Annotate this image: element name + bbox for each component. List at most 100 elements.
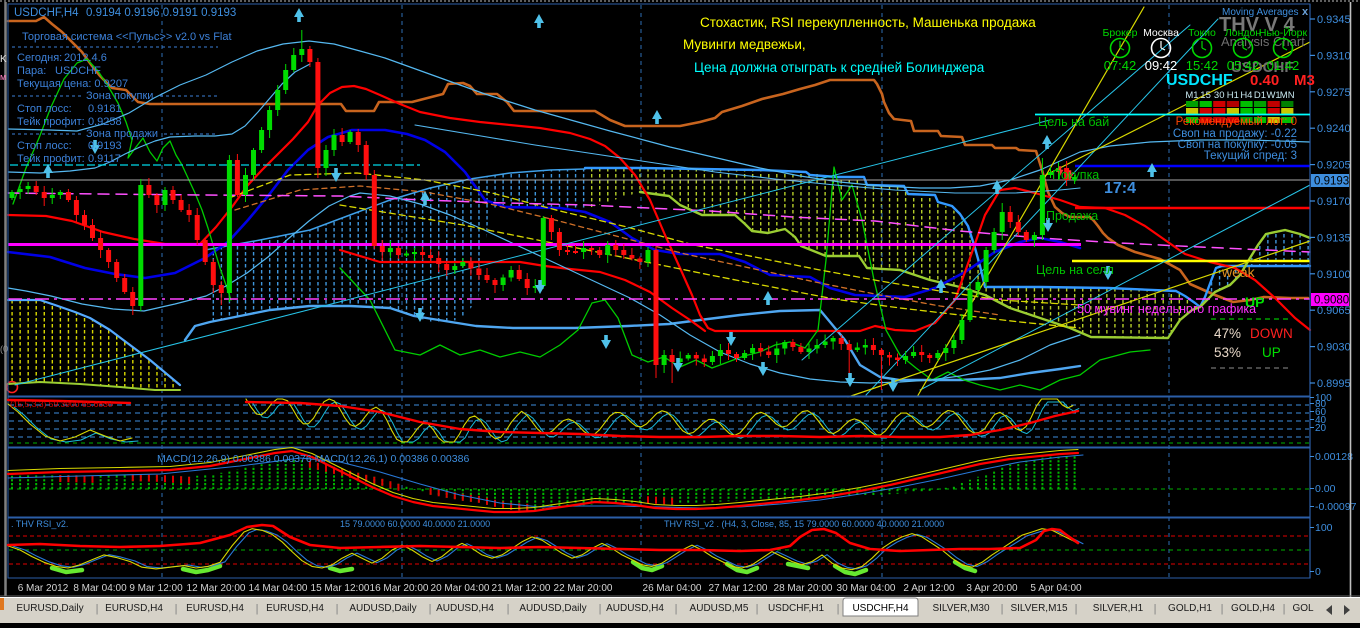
svg-text:Зона покупки: Зона покупки	[86, 90, 153, 102]
svg-text:|: |	[429, 603, 432, 615]
svg-text:Стоп лосс:: Стоп лосс:	[17, 140, 72, 152]
svg-text:AUDUSD,Daily: AUDUSD,Daily	[349, 603, 416, 614]
svg-text:|: |	[675, 603, 678, 615]
svg-text:0.9345: 0.9345	[1317, 14, 1351, 26]
svg-text:60: 60	[1315, 407, 1327, 418]
svg-text:Нью-Йорк: Нью-Йорк	[1259, 26, 1308, 39]
svg-text:AUDUSD,Daily: AUDUSD,Daily	[519, 603, 586, 614]
svg-text:5 Apr 04:00: 5 Apr 04:00	[1030, 583, 1082, 594]
svg-text:AUDUSD,H4: AUDUSD,H4	[606, 603, 664, 614]
svg-text:0.9030: 0.9030	[1317, 342, 1351, 354]
svg-text:м: м	[0, 72, 6, 82]
svg-text:Брокер: Брокер	[1103, 27, 1138, 39]
svg-text:100: 100	[1315, 522, 1333, 534]
svg-text:0.00128: 0.00128	[1315, 451, 1353, 463]
svg-text:15 79.0000 60.0000 40.0000 21.: 15 79.0000 60.0000 40.0000 21.0000	[340, 519, 490, 529]
svg-text:27 Mar 12:00: 27 Mar 12:00	[709, 583, 768, 594]
svg-text:0.9193: 0.9193	[88, 140, 122, 152]
svg-text:USDCHF,H4: USDCHF,H4	[14, 7, 79, 19]
svg-text:Цель на бай: Цель на бай	[1038, 115, 1109, 129]
svg-text:100: 100	[1315, 393, 1332, 404]
svg-text:EURUSD,H4: EURUSD,H4	[186, 603, 244, 614]
svg-text:. THV RSI_v2.: . THV RSI_v2.	[11, 519, 68, 529]
svg-text:30 Mar 04:00: 30 Mar 04:00	[837, 583, 896, 594]
svg-text:3 Apr 20:00: 3 Apr 20:00	[966, 583, 1018, 594]
svg-text:8 Mar 04:00: 8 Mar 04:00	[73, 583, 127, 594]
svg-text:05:42: 05:42	[1227, 58, 1260, 73]
svg-text:0.9100: 0.9100	[1317, 269, 1351, 281]
svg-text:SILVER,H1: SILVER,H1	[1093, 603, 1144, 614]
svg-text:Сегодня:: Сегодня:	[17, 52, 62, 64]
svg-text:|: |	[756, 603, 759, 615]
svg-text:01:42: 01:42	[1267, 58, 1300, 73]
svg-text:Токио: Токио	[1188, 27, 1216, 39]
svg-text:0.40: 0.40	[1250, 72, 1279, 89]
svg-text:0.9117: 0.9117	[88, 153, 121, 165]
svg-text:USDCHF: USDCHF	[55, 65, 101, 77]
svg-text:|: |	[256, 603, 259, 615]
svg-text:6 Mar 2012: 6 Mar 2012	[18, 583, 69, 594]
svg-text:26 Mar 04:00: 26 Mar 04:00	[643, 583, 702, 594]
svg-text:M3: M3	[1294, 72, 1315, 89]
svg-text:|: |	[1221, 603, 1224, 615]
svg-text:K: K	[0, 54, 7, 65]
svg-text:15: 15	[1200, 90, 1211, 101]
svg-text:USDCHF,H1: USDCHF,H1	[768, 603, 825, 614]
svg-text:0.9080: 0.9080	[1314, 295, 1349, 307]
svg-text:GOLD,H1: GOLD,H1	[1168, 603, 1212, 614]
svg-text:80: 80	[1315, 399, 1327, 410]
svg-text:Moving Averages: Moving Averages	[1222, 7, 1299, 18]
svg-text:(15,5,3,3) 59.3900 65.6830: (15,5,3,3) 59.3900 65.6830	[10, 399, 113, 409]
svg-text:15 Mar 12:00: 15 Mar 12:00	[311, 583, 370, 594]
svg-text:Текущий спред: 3: Текущий спред: 3	[1204, 150, 1297, 162]
svg-text:14 Mar 04:00: 14 Mar 04:00	[249, 583, 308, 594]
svg-text:21 Mar 12:00: 21 Mar 12:00	[492, 583, 551, 594]
svg-text:M1: M1	[1185, 90, 1198, 101]
svg-text:|: |	[96, 603, 99, 615]
svg-text:EURUSD,Daily: EURUSD,Daily	[16, 603, 83, 614]
svg-text:|: |	[599, 603, 602, 615]
svg-text:Цель на селл: Цель на селл	[1036, 263, 1114, 277]
svg-text:EURUSD,H4: EURUSD,H4	[266, 603, 324, 614]
svg-text:EURUSD,H4: EURUSD,H4	[105, 603, 163, 614]
svg-text:50 мувинг недельного графика: 50 мувинг недельного графика	[1077, 302, 1256, 316]
svg-text:Зона продажи: Зона продажи	[86, 128, 158, 140]
svg-text:0.9193: 0.9193	[1314, 176, 1349, 188]
svg-text:0.9181: 0.9181	[88, 103, 122, 115]
svg-text:MN: MN	[1280, 90, 1295, 101]
svg-text:20: 20	[1315, 423, 1327, 434]
svg-text:0.9240: 0.9240	[1317, 123, 1351, 135]
svg-text:SILVER,M15: SILVER,M15	[1010, 603, 1067, 614]
svg-text:THV V 4: THV V 4	[1219, 14, 1295, 36]
svg-text:09:42: 09:42	[1145, 58, 1178, 73]
svg-text:12 Mar 20:00: 12 Mar 20:00	[187, 583, 246, 594]
svg-text:USDCHF,H4: USDCHF,H4	[852, 603, 909, 614]
svg-text:SILVER,M30: SILVER,M30	[932, 603, 989, 614]
svg-text:Лондон: Лондон	[1225, 27, 1261, 39]
svg-text:UP: UP	[1262, 345, 1281, 360]
svg-text:20 Mar 04:00: 20 Mar 04:00	[431, 583, 490, 594]
svg-text:|: |	[837, 603, 840, 615]
svg-text:Рекомендуемый лот: 0: Рекомендуемый лот: 0	[1176, 116, 1297, 128]
svg-text:Мувинги медвежьи,: Мувинги медвежьи,	[683, 37, 806, 52]
svg-text:|: |	[1283, 603, 1286, 615]
svg-text:2 Apr 12:00: 2 Apr 12:00	[903, 583, 955, 594]
svg-text:DOWN: DOWN	[1250, 326, 1293, 341]
svg-text:0.9258: 0.9258	[88, 116, 122, 128]
svg-text:Своп на покупку: -0.05: Своп на покупку: -0.05	[1178, 139, 1297, 151]
svg-text:W1: W1	[1266, 90, 1280, 101]
svg-text:0.9205: 0.9205	[1317, 160, 1351, 172]
svg-text:16 Mar 20:00: 16 Mar 20:00	[370, 583, 429, 594]
svg-text:30: 30	[1214, 90, 1225, 101]
svg-text:weak: weak	[1221, 264, 1256, 280]
svg-text:Цена должна отыграть к средней: Цена должна отыграть к средней Болинджер…	[694, 60, 985, 75]
svg-text:|: |	[175, 603, 178, 615]
svg-text:Текущая цена: 0.9207: Текущая цена: 0.9207	[17, 78, 128, 90]
svg-text:0.9170: 0.9170	[1317, 196, 1351, 208]
svg-text:Пара:: Пара:	[17, 65, 46, 77]
svg-text:Своп на продажу: -0.22: Своп на продажу: -0.22	[1173, 128, 1297, 140]
svg-text:AUDUSD,H4: AUDUSD,H4	[436, 603, 494, 614]
svg-text:Продажа: Продажа	[1046, 209, 1098, 223]
svg-text:|: |	[1154, 603, 1157, 615]
svg-text:2012.4.6: 2012.4.6	[64, 52, 107, 64]
